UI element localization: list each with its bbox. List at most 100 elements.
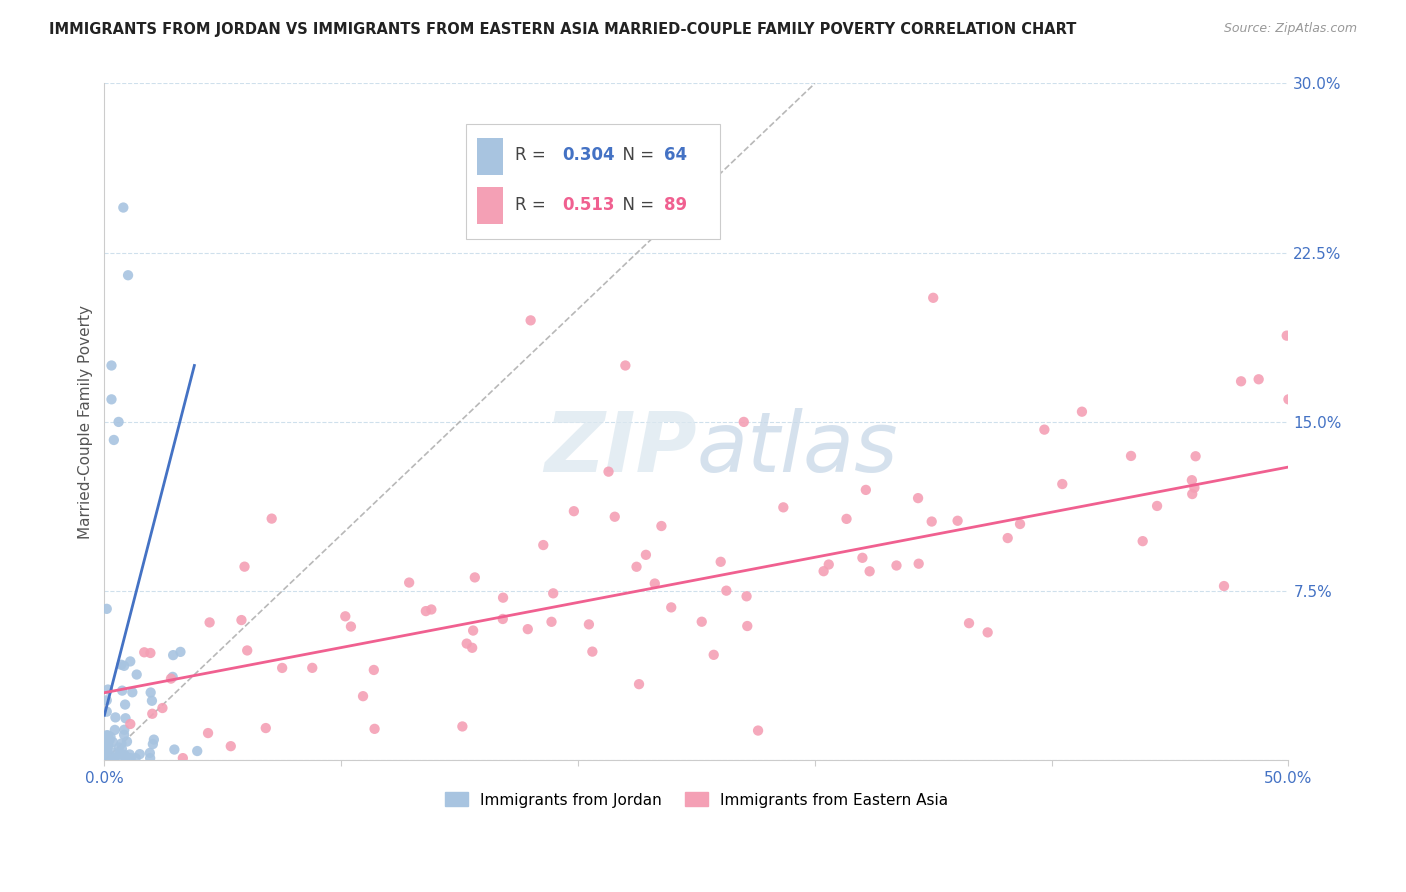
- Point: [650, 519, 672, 533]
- Point: [197, 726, 219, 740]
- Point: [103, 433, 125, 447]
- Point: [747, 723, 769, 738]
- FancyBboxPatch shape: [478, 137, 503, 175]
- Point: [1184, 481, 1206, 495]
- Point: [97, 739, 120, 753]
- Point: [519, 313, 541, 327]
- Point: [172, 751, 194, 765]
- Point: [107, 415, 129, 429]
- Point: [120, 751, 142, 765]
- Point: [659, 600, 682, 615]
- Point: [851, 550, 873, 565]
- Point: [415, 604, 437, 618]
- Point: [735, 619, 758, 633]
- Point: [112, 723, 135, 737]
- Point: [835, 512, 858, 526]
- Point: [104, 710, 127, 724]
- Point: [139, 685, 162, 699]
- Point: [96, 747, 118, 762]
- Point: [817, 558, 839, 572]
- Point: [219, 739, 242, 754]
- Point: [108, 740, 131, 755]
- Point: [101, 735, 124, 749]
- Point: [103, 746, 125, 760]
- Point: [236, 643, 259, 657]
- Point: [160, 672, 183, 686]
- Point: [100, 751, 122, 765]
- Point: [120, 717, 142, 731]
- Point: [114, 747, 136, 762]
- Point: [562, 504, 585, 518]
- Point: [946, 514, 969, 528]
- Text: Source: ZipAtlas.com: Source: ZipAtlas.com: [1223, 22, 1357, 36]
- Point: [152, 701, 174, 715]
- Point: [128, 747, 150, 761]
- Point: [169, 645, 191, 659]
- Point: [163, 742, 186, 756]
- Point: [461, 640, 484, 655]
- Point: [1119, 449, 1142, 463]
- Point: [134, 645, 156, 659]
- Point: [114, 751, 136, 765]
- Legend: Immigrants from Jordan, Immigrants from Eastern Asia: Immigrants from Jordan, Immigrants from …: [439, 787, 955, 814]
- Point: [96, 742, 118, 756]
- Point: [231, 613, 253, 627]
- Point: [997, 531, 1019, 545]
- Point: [598, 465, 620, 479]
- Text: R =: R =: [515, 196, 551, 214]
- Point: [420, 602, 443, 616]
- Point: [100, 359, 122, 373]
- Point: [260, 511, 283, 525]
- Text: 0.304: 0.304: [562, 145, 616, 163]
- Text: 0.513: 0.513: [562, 196, 614, 214]
- Point: [1146, 499, 1168, 513]
- Text: IMMIGRANTS FROM JORDAN VS IMMIGRANTS FROM EASTERN ASIA MARRIED-COUPLE FAMILY POV: IMMIGRANTS FROM JORDAN VS IMMIGRANTS FRO…: [49, 22, 1077, 37]
- Point: [1275, 328, 1298, 343]
- Point: [735, 590, 758, 604]
- Point: [108, 747, 131, 762]
- Point: [634, 548, 657, 562]
- Point: [1213, 579, 1236, 593]
- Point: [690, 615, 713, 629]
- Point: [112, 201, 135, 215]
- Point: [541, 586, 564, 600]
- FancyBboxPatch shape: [465, 124, 720, 239]
- Point: [335, 609, 357, 624]
- Point: [198, 615, 221, 630]
- Point: [97, 682, 120, 697]
- Point: [301, 661, 323, 675]
- Point: [398, 575, 420, 590]
- Point: [115, 734, 138, 748]
- Point: [922, 291, 945, 305]
- Point: [104, 723, 127, 737]
- Point: [103, 751, 125, 765]
- Point: [97, 729, 120, 743]
- Point: [100, 749, 122, 764]
- Point: [124, 751, 146, 765]
- Point: [96, 602, 118, 616]
- Point: [703, 648, 725, 662]
- Point: [139, 751, 162, 765]
- Point: [110, 736, 132, 750]
- Point: [100, 392, 122, 407]
- Point: [96, 742, 118, 756]
- Point: [907, 557, 929, 571]
- Point: [733, 415, 755, 429]
- Point: [492, 591, 515, 605]
- Point: [644, 576, 666, 591]
- Point: [114, 698, 136, 712]
- Point: [98, 733, 121, 747]
- Point: [1184, 449, 1206, 463]
- Point: [111, 683, 134, 698]
- Point: [118, 747, 141, 762]
- Point: [492, 612, 515, 626]
- Point: [581, 645, 603, 659]
- Point: [456, 637, 478, 651]
- Point: [340, 619, 363, 633]
- Point: [451, 719, 474, 733]
- Text: ZIP: ZIP: [544, 409, 696, 490]
- Point: [110, 657, 132, 672]
- Point: [117, 268, 139, 283]
- Point: [139, 646, 162, 660]
- Point: [1033, 423, 1056, 437]
